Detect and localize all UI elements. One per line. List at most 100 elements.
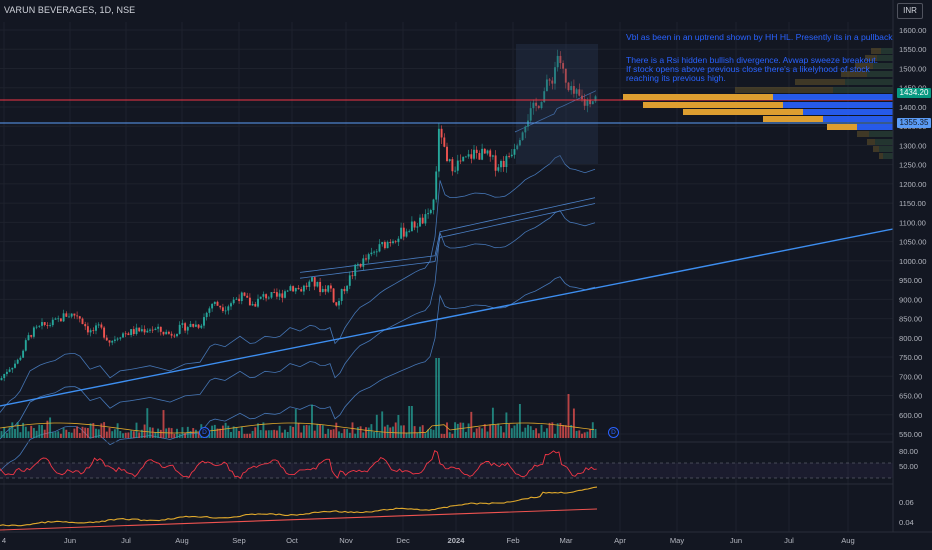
dividend-event-icon[interactable]: D bbox=[199, 427, 210, 438]
volume-bar bbox=[505, 412, 508, 438]
volume-bar bbox=[84, 427, 87, 438]
candle-body bbox=[205, 312, 208, 318]
volume-bar bbox=[213, 424, 216, 438]
candle-body bbox=[167, 331, 170, 334]
candle-body bbox=[464, 156, 467, 158]
candle-body bbox=[354, 264, 357, 276]
candle-body bbox=[243, 292, 246, 296]
candle-body bbox=[346, 285, 349, 292]
volume-bar bbox=[124, 432, 127, 438]
candle-body bbox=[375, 251, 378, 253]
volume-bar bbox=[178, 433, 181, 438]
volume-bar bbox=[554, 433, 556, 438]
candle-body bbox=[235, 298, 238, 300]
candle-body bbox=[535, 102, 538, 106]
candle-body bbox=[211, 303, 214, 309]
candle-body bbox=[111, 340, 114, 343]
volume-bar bbox=[502, 432, 505, 438]
volume-bar bbox=[473, 432, 475, 438]
volume-profile-bar-up bbox=[879, 153, 883, 159]
candle-body bbox=[27, 335, 30, 341]
candle-body bbox=[408, 231, 411, 233]
candle-body bbox=[89, 330, 92, 333]
volume-bar bbox=[146, 408, 149, 438]
volume-profile-bar-down bbox=[845, 79, 893, 85]
volume-bar bbox=[27, 431, 30, 438]
volume-profile-bar-down bbox=[869, 131, 893, 137]
volume-profile-bar-down bbox=[857, 124, 893, 130]
candle-body bbox=[383, 242, 386, 249]
candle-body bbox=[208, 308, 211, 313]
candle-body bbox=[257, 298, 259, 307]
volume-bar bbox=[489, 424, 492, 438]
volume-profile-bar-down bbox=[879, 146, 893, 152]
volume-bar bbox=[232, 426, 235, 438]
candle-body bbox=[35, 326, 38, 328]
time-tick-label: 2024 bbox=[448, 536, 466, 545]
candle-body bbox=[149, 329, 151, 331]
candle-body bbox=[22, 350, 25, 358]
volume-bar bbox=[46, 420, 49, 438]
volume-bar bbox=[529, 426, 532, 438]
consolidation-box bbox=[516, 44, 598, 164]
candle-body bbox=[76, 315, 79, 317]
candle-body bbox=[300, 289, 303, 292]
candlestick-series[interactable] bbox=[0, 49, 597, 382]
candle-body bbox=[30, 335, 33, 337]
candle-body bbox=[473, 149, 475, 159]
candle-body bbox=[84, 324, 87, 327]
currency-button[interactable]: INR bbox=[897, 3, 923, 19]
candle-body bbox=[32, 327, 35, 337]
dividend-event-icon[interactable]: D bbox=[608, 427, 619, 438]
volume-bar bbox=[68, 432, 70, 438]
candle-body bbox=[332, 288, 335, 303]
candle-body bbox=[54, 318, 57, 320]
volume-bar bbox=[556, 423, 559, 438]
annotation-text-3[interactable]: If stock opens above previous close ther… bbox=[626, 64, 870, 74]
volume-bar bbox=[138, 432, 141, 438]
volume-profile-bar-up bbox=[871, 48, 881, 54]
candle-body bbox=[594, 96, 597, 102]
volume-bar bbox=[173, 433, 176, 438]
candle-body bbox=[402, 227, 405, 237]
candle-body bbox=[462, 156, 465, 162]
volume-bar bbox=[540, 424, 543, 438]
volume-profile-bar-up bbox=[855, 63, 873, 69]
candle-body bbox=[38, 325, 41, 327]
volume-profile-bar-up bbox=[683, 109, 803, 115]
volume-bar bbox=[97, 429, 100, 438]
annotation-text-1[interactable]: Vbl as been in an uptrend shown by HH HL… bbox=[626, 32, 893, 42]
volume-bar bbox=[284, 429, 286, 438]
price-axis[interactable]: 550.00 600.00 650.00 700.00 750.00 800.00 850.… bbox=[892, 0, 932, 550]
candle-body bbox=[311, 277, 313, 282]
candle-body bbox=[170, 333, 173, 336]
annotation-text-2[interactable]: There is a Rsi hidden bullish divergence… bbox=[626, 55, 879, 65]
volume-profile-bar-down bbox=[803, 109, 893, 115]
volume-bar bbox=[591, 422, 594, 438]
candle-body bbox=[537, 105, 540, 109]
time-tick-label: Jun bbox=[730, 536, 742, 545]
volume-bar bbox=[545, 428, 548, 438]
volume-bar bbox=[559, 422, 562, 438]
volume-bar bbox=[211, 425, 214, 438]
time-tick-label: Dec bbox=[396, 536, 410, 545]
time-axis[interactable]: 4 Jun Jul Aug Sep Oct Nov Dec 2024 Feb Mar Apr May Ju… bbox=[0, 531, 932, 545]
volume-bar bbox=[570, 425, 573, 438]
volume-profile-bar-down bbox=[867, 71, 893, 77]
volume-bar bbox=[275, 430, 278, 438]
volume-bar bbox=[130, 430, 133, 438]
candle-body bbox=[545, 79, 548, 92]
volume-bar bbox=[103, 422, 106, 438]
candle-body bbox=[65, 313, 68, 317]
volume-bar bbox=[405, 432, 408, 438]
candle-body bbox=[575, 89, 578, 94]
candle-body bbox=[227, 306, 230, 311]
candle-body bbox=[491, 155, 494, 157]
volume-bar bbox=[41, 425, 43, 438]
support-price-tag: 1355.35 bbox=[897, 118, 931, 128]
volume-bar bbox=[230, 431, 232, 438]
volume-bar bbox=[448, 432, 451, 438]
annotation-text-4[interactable]: reaching its previous high. bbox=[626, 73, 726, 83]
volume-profile-bar-up bbox=[841, 71, 867, 77]
